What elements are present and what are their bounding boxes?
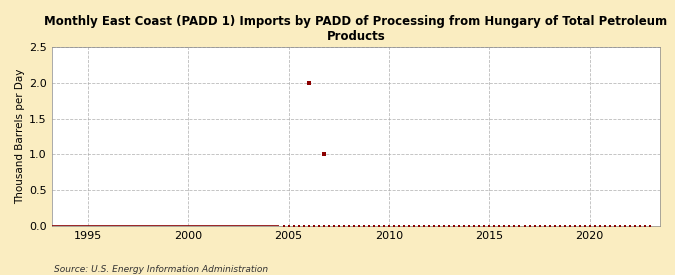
Text: Source: U.S. Energy Information Administration: Source: U.S. Energy Information Administ… (54, 265, 268, 274)
Title: Monthly East Coast (PADD 1) Imports by PADD of Processing from Hungary of Total : Monthly East Coast (PADD 1) Imports by P… (45, 15, 668, 43)
Y-axis label: Thousand Barrels per Day: Thousand Barrels per Day (15, 69, 25, 204)
